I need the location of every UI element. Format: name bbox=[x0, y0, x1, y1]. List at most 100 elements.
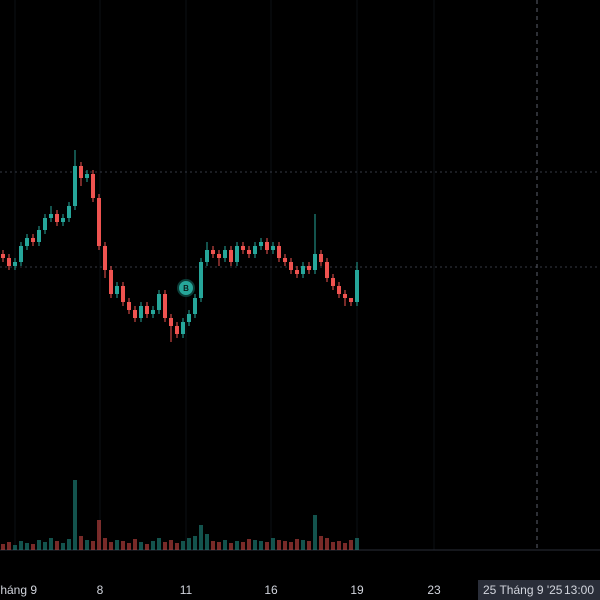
volume-bar bbox=[241, 542, 245, 550]
candle-body bbox=[355, 270, 359, 302]
volume-bar bbox=[31, 544, 35, 550]
volume-bar bbox=[121, 541, 125, 550]
volume-bar bbox=[1, 544, 5, 550]
volume-bar bbox=[205, 534, 209, 550]
candle-body bbox=[103, 246, 107, 270]
volume-bar bbox=[277, 540, 281, 550]
volume-bar bbox=[163, 542, 167, 550]
candle-body bbox=[181, 322, 185, 334]
volume-bar bbox=[169, 540, 173, 550]
x-tick-label: 8 bbox=[97, 583, 104, 597]
volume-bar bbox=[349, 540, 353, 550]
volume-bar bbox=[181, 541, 185, 550]
volume-bar bbox=[343, 543, 347, 550]
candle-body bbox=[169, 318, 173, 326]
buy-marker bbox=[177, 279, 195, 297]
candle-body bbox=[349, 298, 353, 302]
candle-body bbox=[67, 206, 71, 218]
volume-bar bbox=[103, 538, 107, 550]
candle-body bbox=[217, 254, 221, 258]
candle-body bbox=[193, 298, 197, 314]
candle-body bbox=[115, 286, 119, 294]
volume-bar bbox=[139, 542, 143, 550]
volume-bar bbox=[7, 542, 11, 550]
candle-body bbox=[307, 266, 311, 270]
volume-bar bbox=[127, 543, 131, 550]
candle-body bbox=[319, 254, 323, 262]
candle-body bbox=[151, 310, 155, 314]
x-tick-label: 16 bbox=[264, 583, 278, 597]
volume-bar bbox=[109, 542, 113, 550]
volume-bar bbox=[193, 536, 197, 550]
candle-body bbox=[253, 246, 257, 254]
candle-body bbox=[223, 250, 227, 258]
x-tick-label: 23 bbox=[427, 583, 441, 597]
candle-body bbox=[19, 246, 23, 262]
candle-body bbox=[61, 218, 65, 222]
candle-body bbox=[49, 214, 53, 218]
x-tick-label: 11 bbox=[180, 583, 193, 597]
candle-body bbox=[109, 270, 113, 294]
candle-body bbox=[199, 262, 203, 298]
volume-bar bbox=[115, 540, 119, 550]
volume-bar bbox=[211, 541, 215, 550]
candle-body bbox=[85, 174, 89, 178]
volume-bar bbox=[247, 539, 251, 550]
candle-body bbox=[235, 246, 239, 262]
volume-bar bbox=[91, 541, 95, 550]
candle-body bbox=[337, 286, 341, 294]
volume-bar bbox=[253, 540, 257, 550]
volume-bar bbox=[271, 538, 275, 550]
candle-body bbox=[157, 294, 161, 310]
volume-bar bbox=[25, 543, 29, 550]
volume-bar bbox=[313, 515, 317, 550]
candle-body bbox=[121, 286, 125, 302]
candle-body bbox=[205, 250, 209, 262]
volume-bar bbox=[37, 540, 41, 550]
volume-bar bbox=[217, 542, 221, 550]
volume-bar bbox=[73, 480, 77, 550]
candle-body bbox=[37, 230, 41, 242]
volume-bar bbox=[265, 542, 269, 550]
volume-bar bbox=[331, 542, 335, 550]
candle-body bbox=[187, 314, 191, 322]
candle-body bbox=[295, 270, 299, 274]
volume-bar bbox=[229, 543, 233, 550]
volume-bar bbox=[235, 541, 239, 550]
volume-bar bbox=[61, 543, 65, 550]
volume-bar bbox=[55, 541, 59, 550]
crosshair-time-label bbox=[478, 580, 600, 600]
volume-bar bbox=[325, 538, 329, 550]
volume-bar bbox=[97, 520, 101, 550]
crosshair-time: 13:00 bbox=[564, 583, 594, 597]
candle-body bbox=[301, 266, 305, 274]
volume-bar bbox=[151, 541, 155, 550]
candle-body bbox=[55, 214, 59, 222]
volume-bar bbox=[319, 536, 323, 550]
volume-bar bbox=[19, 541, 23, 550]
candle-body bbox=[229, 250, 233, 262]
crosshair-date: 25 Tháng 9 '25 bbox=[483, 583, 563, 597]
candle-body bbox=[241, 246, 245, 250]
candle-body bbox=[127, 302, 131, 310]
volume-bar bbox=[259, 541, 263, 550]
candle-body bbox=[1, 254, 5, 258]
volume-bar bbox=[301, 540, 305, 550]
volume-bar bbox=[187, 538, 191, 550]
candle-body bbox=[283, 258, 287, 262]
volume-bar bbox=[355, 538, 359, 550]
volume-bar bbox=[133, 539, 137, 550]
candle-body bbox=[97, 198, 101, 246]
volume-bar bbox=[337, 541, 341, 550]
volume-bar bbox=[307, 541, 311, 550]
volume-bar bbox=[67, 539, 71, 550]
candle-body bbox=[139, 306, 143, 318]
volume-bar bbox=[13, 545, 17, 550]
volume-bar bbox=[295, 539, 299, 550]
candle-body bbox=[247, 250, 251, 254]
candle-body bbox=[211, 250, 215, 254]
volume-bar bbox=[145, 544, 149, 550]
volume-bar bbox=[49, 538, 53, 550]
